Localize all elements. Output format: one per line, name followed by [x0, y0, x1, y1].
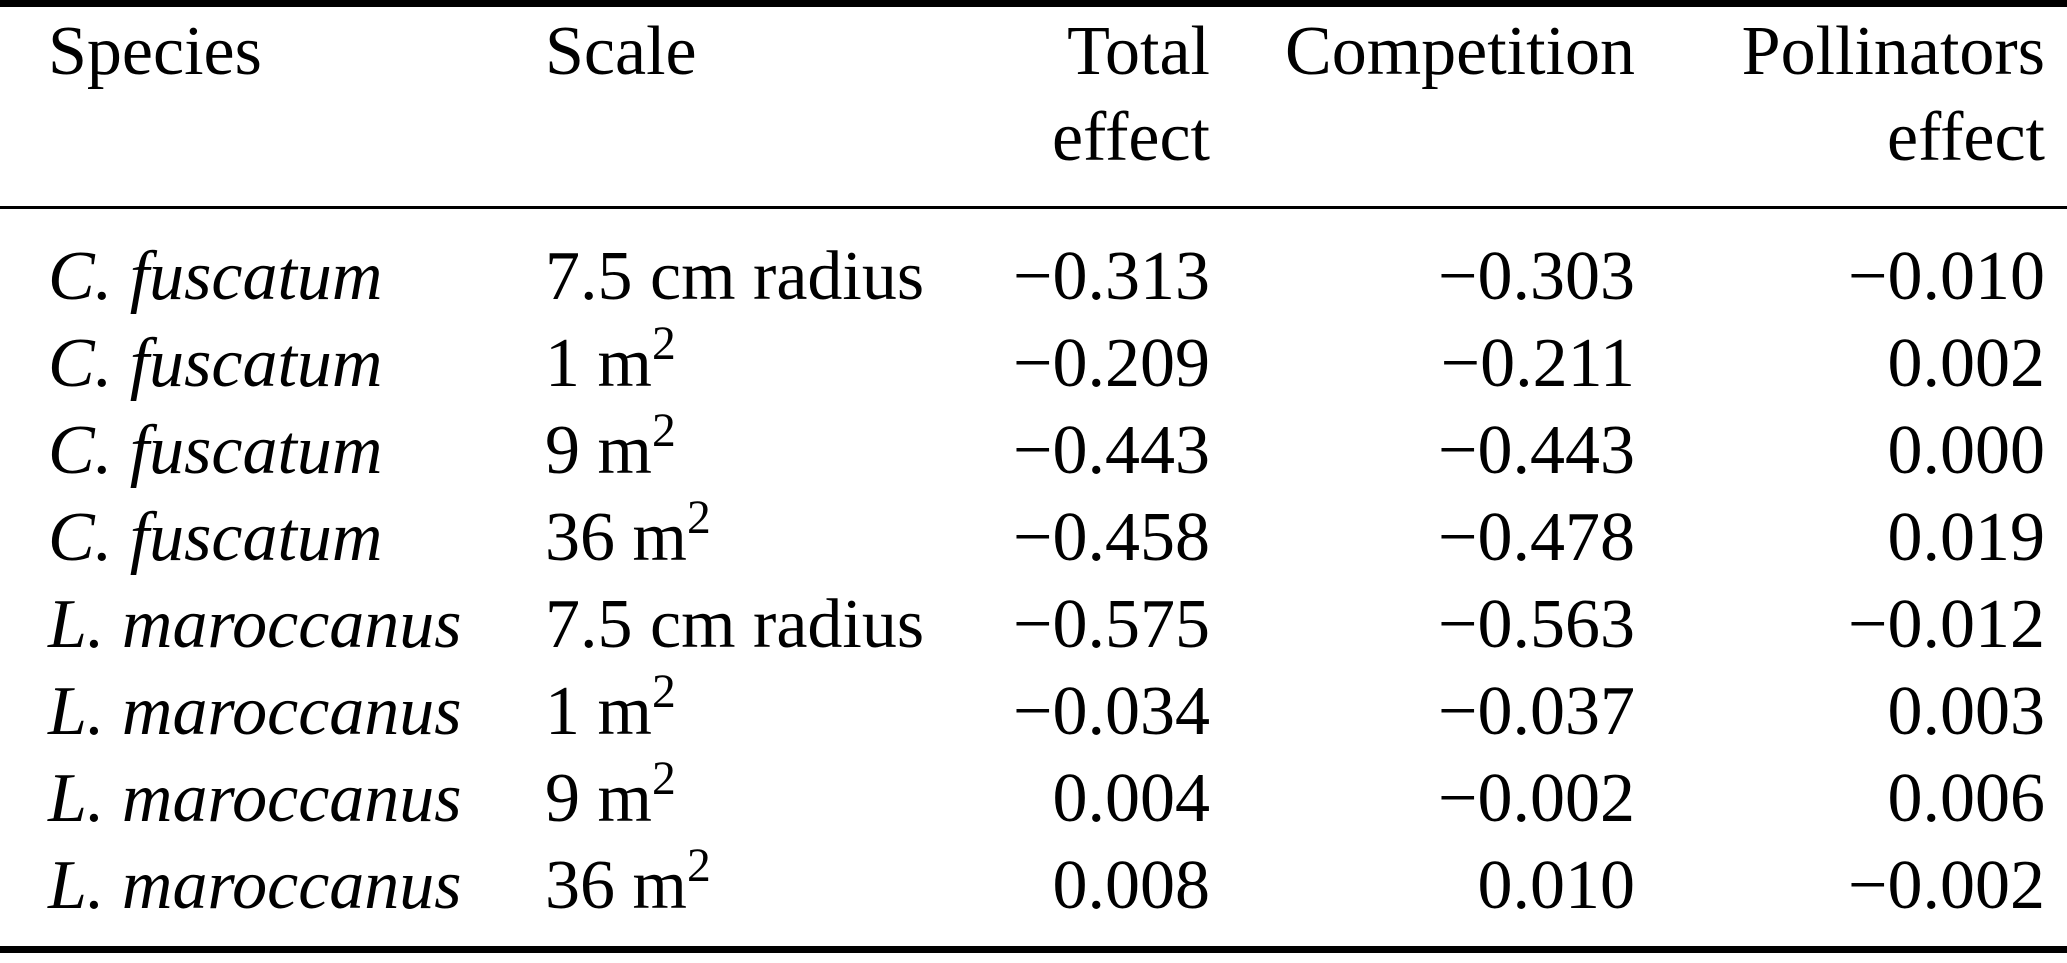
species-name: C. fuscatum	[48, 411, 383, 489]
species-cell: L. maroccanus	[0, 842, 497, 929]
bottom-spacer-row	[0, 929, 2067, 950]
scale-superscript: 2	[651, 666, 676, 719]
table-row: C. fuscatum 1 m2 −0.209 −0.211 0.002	[0, 320, 2067, 407]
col-header-total-effect: Total effect	[960, 3, 1210, 209]
scale-cell: 1 m2	[497, 320, 960, 407]
competition-cell: −0.563	[1438, 585, 1635, 663]
pollinators-effect-cell: −0.002	[1848, 846, 2045, 924]
species-cell: C. fuscatum	[0, 208, 497, 320]
scale-cell: 9 m2	[497, 407, 960, 494]
species-name: L. maroccanus	[48, 759, 462, 837]
species-name: L. maroccanus	[48, 585, 462, 663]
scale-superscript: 2	[651, 318, 676, 371]
species-cell: L. maroccanus	[0, 668, 497, 755]
scale-value: 1 m	[545, 672, 652, 750]
pollinators-effect-cell: 0.003	[1887, 672, 2046, 750]
total-effect-cell: −0.443	[1013, 411, 1210, 489]
scale-superscript: 2	[686, 840, 711, 893]
species-cell: L. maroccanus	[0, 755, 497, 842]
competition-cell: −0.037	[1438, 672, 1635, 750]
competition-cell: 0.010	[1477, 846, 1636, 924]
species-name: C. fuscatum	[48, 237, 383, 315]
scale-cell: 36 m2	[497, 494, 960, 581]
species-cell: C. fuscatum	[0, 320, 497, 407]
species-cell: L. maroccanus	[0, 581, 497, 668]
table-header: Species Scale Total effect Competition P…	[0, 3, 2067, 209]
total-effect-cell: −0.209	[1013, 324, 1210, 402]
species-name: C. fuscatum	[48, 324, 383, 402]
col-header-total-line1: Total	[1067, 13, 1210, 90]
species-name: C. fuscatum	[48, 498, 383, 576]
table-row: C. fuscatum 7.5 cm radius −0.313 −0.303 …	[0, 208, 2067, 320]
species-name: L. maroccanus	[48, 846, 462, 924]
col-header-total-line2: effect	[1051, 99, 1210, 176]
total-effect-cell: 0.004	[1052, 759, 1211, 837]
table-header-row: Species Scale Total effect Competition P…	[0, 3, 2067, 209]
col-header-pollinators-line2: effect	[1886, 99, 2045, 176]
scale-value: 1 m	[545, 324, 652, 402]
scale-value: 9 m	[545, 759, 652, 837]
total-effect-cell: −0.575	[1013, 585, 1210, 663]
scale-value: 7.5 cm radius	[545, 237, 925, 315]
pollinators-effect-cell: −0.012	[1848, 585, 2045, 663]
col-header-scale-line1: Scale	[545, 13, 697, 90]
pollinators-effect-cell: 0.000	[1887, 411, 2046, 489]
scale-superscript: 2	[686, 492, 711, 545]
col-header-competition: Competition	[1210, 3, 1635, 209]
scale-cell: 9 m2	[497, 755, 960, 842]
col-header-competition-line1: Competition	[1285, 13, 1635, 90]
competition-cell: −0.443	[1438, 411, 1635, 489]
competition-cell: −0.478	[1438, 498, 1635, 576]
col-header-species-line1: Species	[48, 13, 262, 90]
table-row: L. maroccanus 9 m2 0.004 −0.002 0.006	[0, 755, 2067, 842]
scale-value: 9 m	[545, 411, 652, 489]
scale-value: 36 m	[545, 498, 687, 576]
table-row: L. maroccanus 1 m2 −0.034 −0.037 0.003	[0, 668, 2067, 755]
col-header-scale: Scale	[497, 3, 960, 209]
total-effect-cell: −0.034	[1013, 672, 1210, 750]
scale-value: 7.5 cm radius	[545, 585, 925, 663]
competition-cell: −0.211	[1440, 324, 1635, 402]
scale-cell: 1 m2	[497, 668, 960, 755]
table-row: C. fuscatum 36 m2 −0.458 −0.478 0.019	[0, 494, 2067, 581]
total-effect-cell: 0.008	[1052, 846, 1211, 924]
species-cell: C. fuscatum	[0, 407, 497, 494]
scale-cell: 36 m2	[497, 842, 960, 929]
competition-cell: −0.303	[1438, 237, 1635, 315]
table-row: C. fuscatum 9 m2 −0.443 −0.443 0.000	[0, 407, 2067, 494]
col-header-pollinators-effect: Pollinators effect	[1635, 3, 2067, 209]
col-header-species: Species	[0, 3, 497, 209]
table-row: L. maroccanus 7.5 cm radius −0.575 −0.56…	[0, 581, 2067, 668]
table-row: L. maroccanus 36 m2 0.008 0.010 −0.002	[0, 842, 2067, 929]
competition-cell: −0.002	[1438, 759, 1635, 837]
species-name: L. maroccanus	[48, 672, 462, 750]
pollinators-effect-cell: 0.006	[1887, 759, 2046, 837]
col-header-pollinators-line1: Pollinators	[1741, 13, 2045, 90]
table-body: C. fuscatum 7.5 cm radius −0.313 −0.303 …	[0, 208, 2067, 950]
total-effect-cell: −0.313	[1013, 237, 1210, 315]
pollinators-effect-cell: 0.019	[1887, 498, 2046, 576]
scale-superscript: 2	[651, 753, 676, 806]
scale-cell: 7.5 cm radius	[497, 208, 960, 320]
species-cell: C. fuscatum	[0, 494, 497, 581]
total-effect-cell: −0.458	[1013, 498, 1210, 576]
pollinators-effect-cell: 0.002	[1887, 324, 2046, 402]
scale-superscript: 2	[651, 405, 676, 458]
pollinators-effect-cell: −0.010	[1848, 237, 2045, 315]
scale-cell: 7.5 cm radius	[497, 581, 960, 668]
scale-value: 36 m	[545, 846, 687, 924]
